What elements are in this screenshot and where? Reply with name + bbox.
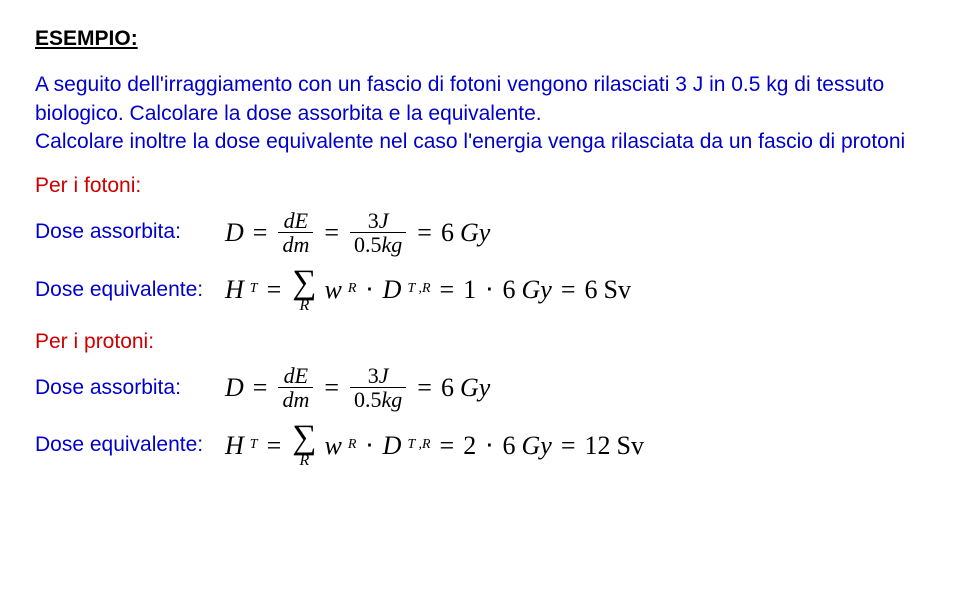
eq-photon-equivalent: HT = ∑ R wR ⋅ DT ,R = 1 ⋅ 6Gy = 6Sv — [225, 266, 631, 314]
sum-sub-R: R — [299, 298, 309, 314]
row-photon-absorbed: Dose assorbita: D = dE dm = 3J 0.5kg = 6… — [35, 209, 925, 256]
den-dm: dm — [278, 232, 313, 256]
sym-eq8: = — [324, 370, 339, 405]
row-photon-equivalent: Dose equivalente: HT = ∑ R wR ⋅ DT ,R = … — [35, 266, 925, 314]
sym-eq5: = — [440, 272, 455, 307]
unit-Gy3: Gy — [460, 370, 490, 405]
val-6: 6 — [441, 215, 454, 250]
row-proton-absorbed: Dose assorbita: D = dE dm = 3J 0.5kg = 6… — [35, 364, 925, 411]
sym-eq3: = — [417, 215, 432, 250]
problem-text: A seguito dell'irraggiamento con un fasc… — [35, 71, 925, 156]
sym-D2: D — [383, 272, 402, 307]
sum-block-2: ∑ R — [292, 421, 316, 469]
sym-D4: D — [383, 428, 402, 463]
sum-icon: ∑ — [292, 266, 316, 300]
val-6c: 6 — [584, 272, 597, 307]
section-protons: Per i protoni: — [35, 328, 925, 356]
frac-dE-dm: dE dm — [278, 209, 313, 256]
label-equivalent: Dose equivalente: — [35, 276, 225, 304]
dot-icon: ⋅ — [365, 272, 373, 307]
sub-T2: T — [250, 436, 258, 455]
sym-w2: w — [325, 428, 342, 463]
sym-D: D — [225, 215, 244, 250]
val-12: 12 — [584, 428, 610, 463]
label-absorbed-2: Dose assorbita: — [35, 374, 225, 402]
sym-H2: H — [225, 428, 244, 463]
unit-Sv: Sv — [603, 272, 630, 307]
frac-3J-05kg-2: 3J 0.5kg — [350, 364, 406, 411]
sym-eq11: = — [440, 428, 455, 463]
frac-dE-dm-2: dE dm — [278, 364, 313, 411]
problem-line-1: A seguito dell'irraggiamento con un fasc… — [35, 71, 925, 99]
problem-line-3: Calcolare inoltre la dose equivalente ne… — [35, 128, 925, 156]
section-photons: Per i fotoni: — [35, 172, 925, 200]
dot-icon3: ⋅ — [365, 428, 373, 463]
num-dE: dE — [280, 209, 312, 232]
sub-T: T — [250, 280, 258, 299]
sym-eq9: = — [417, 370, 432, 405]
sym-eq10: = — [267, 428, 282, 463]
num-3J: 3J — [364, 209, 393, 232]
sym-eq2: = — [324, 215, 339, 250]
row-proton-equivalent: Dose equivalente: HT = ∑ R wR ⋅ D T ,R = … — [35, 421, 925, 469]
val-2: 2 — [463, 428, 476, 463]
den-05kg2: 0.5kg — [350, 387, 406, 411]
eq-proton-absorbed: D = dE dm = 3J 0.5kg = 6Gy — [225, 364, 490, 411]
label-equivalent-2: Dose equivalente: — [35, 431, 225, 459]
den-dm2: dm — [278, 387, 313, 411]
dot-icon4: ⋅ — [485, 428, 493, 463]
sym-eq6: = — [561, 272, 576, 307]
eq-photon-absorbed: D = dE dm = 3J 0.5kg = 6Gy — [225, 209, 490, 256]
sub-TR2: T ,R — [407, 436, 430, 455]
unit-Gy2: Gy — [521, 272, 551, 307]
unit-Gy: Gy — [460, 215, 490, 250]
sym-eq7: = — [253, 370, 268, 405]
eq-proton-equivalent: HT = ∑ R wR ⋅ D T ,R = 2 ⋅ 6Gy = 12Sv — [225, 421, 644, 469]
val-6e: 6 — [502, 428, 515, 463]
sum-block: ∑ R — [292, 266, 316, 314]
sub-R: R — [348, 280, 357, 299]
sym-eq: = — [253, 215, 268, 250]
unit-Gy4: Gy — [521, 428, 551, 463]
num-3J2: 3J — [364, 364, 393, 387]
sum-icon-2: ∑ — [292, 421, 316, 455]
den-05kg: 0.5kg — [350, 232, 406, 256]
problem-line-2: biologico. Calcolare la dose assorbita e… — [35, 100, 925, 128]
frac-3J-05kg: 3J 0.5kg — [350, 209, 406, 256]
sym-w: w — [325, 272, 342, 307]
num-dE2: dE — [280, 364, 312, 387]
val-6b: 6 — [502, 272, 515, 307]
sym-D3: D — [225, 370, 244, 405]
val-1: 1 — [463, 272, 476, 307]
unit-Sv2: Sv — [616, 428, 643, 463]
sum-sub-R2: R — [299, 453, 309, 469]
sym-H: H — [225, 272, 244, 307]
sub-R2: R — [348, 436, 357, 455]
sym-eq12: = — [561, 428, 576, 463]
sub-TR: T ,R — [407, 280, 430, 299]
label-absorbed: Dose assorbita: — [35, 218, 225, 246]
page-title: ESEMPIO: — [35, 25, 925, 53]
val-6d: 6 — [441, 370, 454, 405]
sym-eq4: = — [267, 272, 282, 307]
dot-icon2: ⋅ — [485, 272, 493, 307]
